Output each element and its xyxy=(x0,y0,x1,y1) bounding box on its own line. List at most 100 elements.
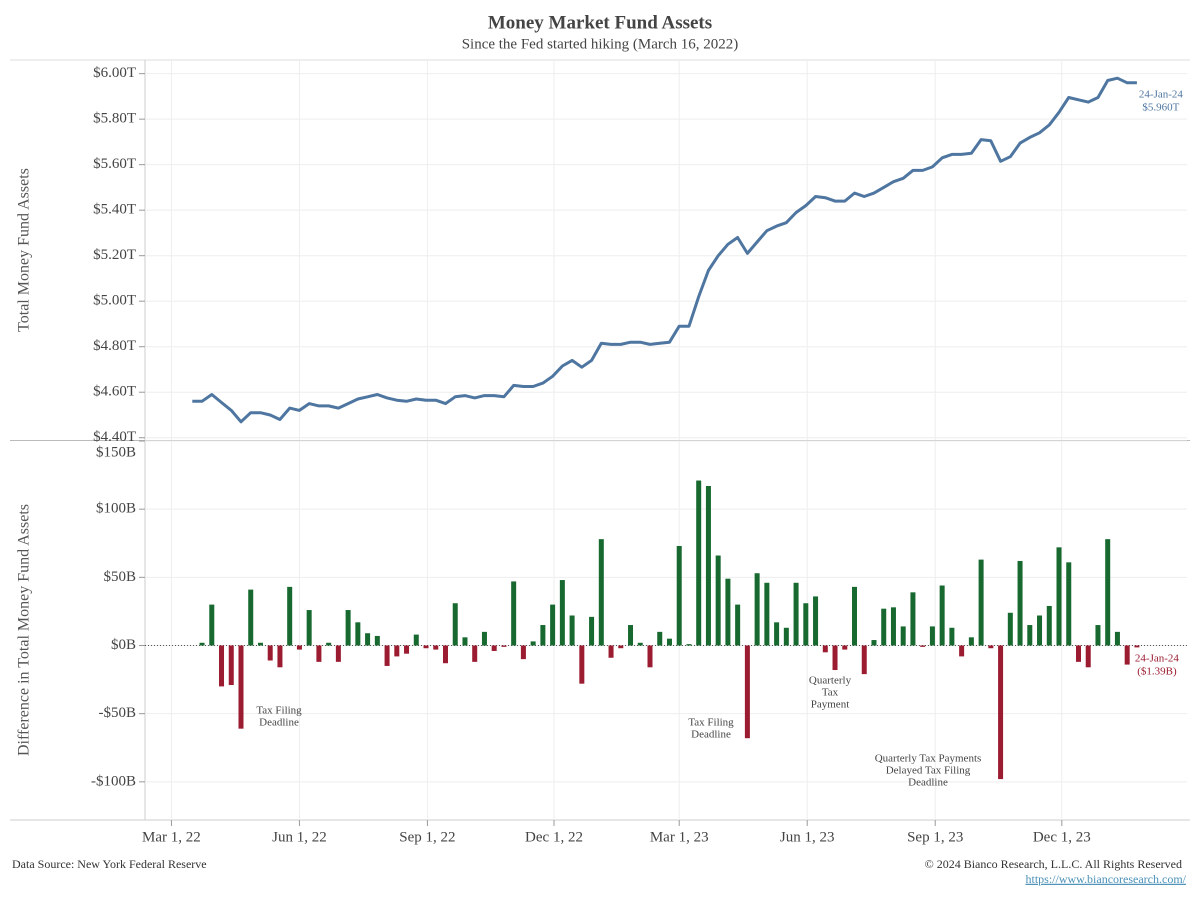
bar xyxy=(442,645,448,664)
bar xyxy=(735,604,741,646)
bar xyxy=(861,645,867,675)
data-line xyxy=(192,76,1137,424)
y-axis-label: Difference in Total Money Fund Assets xyxy=(16,504,33,756)
bar xyxy=(920,645,926,647)
bar xyxy=(793,582,799,646)
bar xyxy=(404,645,410,654)
bar xyxy=(481,631,487,646)
bar xyxy=(306,610,312,646)
bar xyxy=(462,637,468,646)
y-tick-label: -$100B xyxy=(91,773,136,789)
bar xyxy=(676,545,682,646)
website-link[interactable]: https://www.biancoresearch.com/ xyxy=(1025,872,1186,886)
x-tick-label: Mar 1, 23 xyxy=(650,829,709,845)
bar xyxy=(686,644,692,646)
y-tick-label: $150B xyxy=(96,444,136,460)
bar xyxy=(822,645,828,653)
bar xyxy=(910,592,916,646)
x-tick-label: Jun 1, 23 xyxy=(780,829,835,845)
bar xyxy=(559,580,565,646)
bar xyxy=(267,645,273,661)
data-source: Data Source: New York Federal Reserve xyxy=(12,857,207,871)
bar xyxy=(228,645,234,686)
bar xyxy=(209,604,215,646)
annotation: Deadline xyxy=(691,729,731,741)
annotation: Payment xyxy=(811,699,850,711)
y-tick-label: $5.60T xyxy=(93,156,136,172)
bar xyxy=(988,645,994,649)
bar xyxy=(890,607,896,646)
y-tick-label: $5.00T xyxy=(93,293,136,309)
y-tick-label: $100B xyxy=(96,501,136,517)
x-tick-label: Dec 1, 22 xyxy=(525,829,583,845)
x-tick-label: Dec 1, 23 xyxy=(1033,829,1091,845)
bar xyxy=(1007,612,1013,646)
bar xyxy=(520,645,526,660)
bar xyxy=(296,645,302,650)
bar xyxy=(666,638,672,646)
bar xyxy=(803,603,809,646)
bar xyxy=(287,586,293,646)
chart-subtitle: Since the Fed started hiking (March 16, … xyxy=(462,36,739,52)
bar xyxy=(1124,645,1130,665)
bar xyxy=(335,645,341,662)
bar xyxy=(248,589,254,646)
bar xyxy=(394,645,400,657)
bar xyxy=(589,616,595,646)
bar xyxy=(998,645,1004,780)
bar xyxy=(608,645,614,658)
y-tick-label: $4.80T xyxy=(93,338,136,354)
y-tick-label: -$50B xyxy=(99,705,137,721)
end-label: ($1.39B) xyxy=(1137,666,1177,678)
end-label: 24-Jan-24 xyxy=(1139,88,1183,100)
bar xyxy=(949,627,955,646)
bar xyxy=(491,645,497,651)
bar xyxy=(569,615,575,646)
bar xyxy=(813,596,819,646)
bar xyxy=(374,635,380,646)
bar xyxy=(1037,615,1043,646)
bar xyxy=(277,645,283,668)
bar xyxy=(511,581,517,646)
x-tick-label: Sep 1, 23 xyxy=(907,829,963,845)
x-tick-label: Sep 1, 22 xyxy=(399,829,455,845)
bar xyxy=(939,585,945,646)
bar xyxy=(618,645,624,649)
y-tick-label: $0B xyxy=(111,637,136,653)
bar xyxy=(1075,645,1081,662)
bar xyxy=(764,582,770,646)
bar xyxy=(433,645,439,650)
bar xyxy=(628,625,634,646)
bar xyxy=(1134,645,1140,648)
bar xyxy=(754,573,760,646)
annotation: Deadline xyxy=(908,777,948,789)
annotation: Deadline xyxy=(259,717,299,729)
bar xyxy=(355,622,361,646)
bar xyxy=(238,645,244,729)
bar xyxy=(842,645,848,650)
annotation: Delayed Tax Filing xyxy=(886,765,971,777)
bar xyxy=(452,603,458,646)
bar xyxy=(929,626,935,646)
bar xyxy=(637,642,643,646)
bar xyxy=(978,559,984,646)
y-tick-label: $4.60T xyxy=(93,384,136,400)
bar xyxy=(316,645,322,662)
bar xyxy=(384,645,390,666)
bar xyxy=(959,645,965,657)
bar xyxy=(413,634,419,646)
bar xyxy=(598,539,604,646)
y-tick-label: $50B xyxy=(103,569,136,585)
bar xyxy=(1066,562,1072,646)
bar xyxy=(1085,645,1091,668)
bar xyxy=(832,645,838,671)
end-label: 24-Jan-24 xyxy=(1135,653,1179,665)
bar xyxy=(365,633,371,646)
bar xyxy=(219,645,225,687)
bar xyxy=(501,645,507,647)
bar xyxy=(774,622,780,646)
annotation: Tax Filing xyxy=(688,717,734,729)
bar xyxy=(540,625,546,646)
bar xyxy=(423,645,429,649)
